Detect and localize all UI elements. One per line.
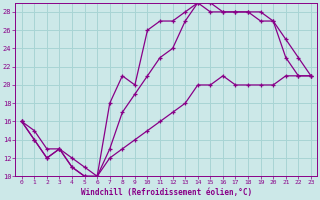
X-axis label: Windchill (Refroidissement éolien,°C): Windchill (Refroidissement éolien,°C) — [81, 188, 252, 197]
